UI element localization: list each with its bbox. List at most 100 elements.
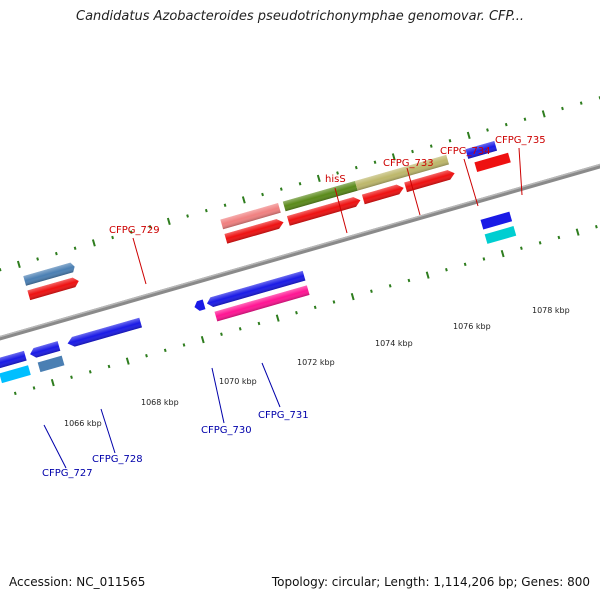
minor-tick bbox=[429, 144, 433, 148]
minor-tick bbox=[354, 165, 358, 170]
gene-label[interactable]: CFPG_729 bbox=[109, 225, 160, 236]
accession-text: Accession: NC_011565 bbox=[9, 575, 146, 589]
minor-tick bbox=[295, 311, 298, 315]
gene-label[interactable]: CFPG_727 bbox=[42, 468, 93, 479]
minor-tick bbox=[111, 235, 114, 240]
minor-tick bbox=[145, 354, 148, 358]
minor-tick bbox=[220, 332, 223, 336]
minor-tick bbox=[486, 128, 489, 132]
minor-tick bbox=[257, 321, 261, 326]
summary-text: Topology: circular; Length: 1,114,206 bp… bbox=[271, 575, 590, 589]
gene-hisS-red[interactable] bbox=[224, 217, 284, 244]
scale-label: 1072 kbp bbox=[297, 358, 335, 367]
minor-tick bbox=[261, 192, 264, 197]
scale-label: 1066 kbp bbox=[64, 419, 102, 428]
minor-tick bbox=[298, 182, 302, 186]
minor-tick bbox=[313, 305, 317, 310]
gene-CFPG_734[interactable] bbox=[354, 154, 450, 191]
map-title: Candidatus Azobacteroides pseudotrichony… bbox=[76, 9, 524, 24]
minor-tick bbox=[238, 327, 242, 331]
gene-CFPG_734-red[interactable] bbox=[361, 183, 405, 205]
minor-tick bbox=[204, 208, 208, 213]
minor-tick bbox=[107, 364, 111, 369]
upper-tick-row bbox=[0, 96, 600, 272]
major-tick bbox=[166, 217, 171, 226]
major-tick bbox=[541, 110, 546, 118]
gene-right-blue[interactable] bbox=[465, 141, 498, 159]
major-tick bbox=[200, 335, 205, 344]
minor-tick bbox=[482, 257, 486, 261]
gene-CFPG_731[interactable] bbox=[214, 285, 310, 322]
gene-hisS[interactable] bbox=[220, 203, 281, 230]
gene-CFPG_733-red[interactable] bbox=[286, 195, 362, 226]
gene-label[interactable]: CFPG_731 bbox=[258, 410, 309, 421]
minor-tick bbox=[186, 214, 189, 218]
minor-tick bbox=[70, 375, 73, 379]
gene-right-red[interactable] bbox=[474, 152, 511, 172]
gene-label[interactable]: hisS bbox=[325, 174, 346, 185]
minor-tick bbox=[370, 289, 373, 293]
minor-tick bbox=[523, 117, 527, 121]
major-tick bbox=[91, 239, 96, 247]
gene-CFPG_731-blue[interactable] bbox=[206, 270, 306, 308]
scale-label: 1070 kbp bbox=[219, 377, 257, 386]
minor-tick bbox=[88, 370, 92, 374]
major-tick bbox=[425, 271, 430, 279]
minor-tick bbox=[0, 268, 2, 272]
minor-tick bbox=[279, 187, 283, 191]
minor-tick bbox=[407, 278, 411, 283]
minor-tick bbox=[595, 225, 598, 229]
minor-tick bbox=[520, 246, 523, 250]
gene-label[interactable]: CFPG_733 bbox=[383, 158, 434, 169]
gene-CFPG_729-red[interactable] bbox=[27, 276, 80, 301]
scale-label: 1068 kbp bbox=[141, 398, 179, 407]
minor-tick bbox=[557, 235, 561, 240]
minor-tick bbox=[463, 262, 467, 267]
gene-CFPG_735-red[interactable] bbox=[404, 168, 456, 193]
minor-tick bbox=[445, 268, 448, 272]
minor-tick bbox=[411, 149, 414, 154]
gene-label[interactable]: CFPG_735 bbox=[495, 135, 546, 146]
gene-CFPG_730[interactable] bbox=[193, 299, 206, 312]
minor-tick bbox=[36, 257, 40, 261]
scale-label: 1074 kbp bbox=[375, 339, 413, 348]
major-tick bbox=[350, 292, 355, 301]
minor-tick bbox=[73, 246, 77, 250]
major-tick bbox=[500, 249, 505, 258]
minor-tick bbox=[373, 160, 377, 164]
major-tick bbox=[466, 131, 471, 140]
gene-label[interactable]: CFPG_734 bbox=[440, 146, 491, 157]
scale-label: 1078 kbp bbox=[532, 306, 570, 315]
major-tick bbox=[391, 153, 396, 161]
bottom-leader-lines bbox=[43, 362, 281, 469]
major-tick bbox=[575, 228, 580, 236]
gene-right-lower[interactable] bbox=[480, 211, 517, 244]
gene-CFPG_733[interactable] bbox=[282, 181, 358, 212]
minor-tick bbox=[538, 241, 542, 245]
minor-tick bbox=[223, 203, 227, 207]
major-tick bbox=[16, 260, 21, 269]
minor-tick bbox=[129, 230, 133, 234]
minor-tick bbox=[13, 391, 17, 396]
gene-label[interactable]: CFPG_730 bbox=[201, 425, 252, 436]
gene-label[interactable]: CFPG_728 bbox=[92, 454, 143, 465]
minor-tick bbox=[332, 300, 336, 304]
minor-tick bbox=[561, 106, 564, 111]
minor-tick bbox=[504, 122, 508, 127]
gene-CFPG_729[interactable] bbox=[23, 262, 76, 286]
gene-CFPG_727[interactable] bbox=[0, 350, 31, 384]
minor-tick bbox=[388, 284, 392, 288]
minor-tick bbox=[448, 139, 452, 143]
scale-label: 1076 kbp bbox=[453, 322, 491, 331]
minor-tick bbox=[579, 101, 583, 105]
minor-tick bbox=[54, 251, 58, 256]
top-leader-lines bbox=[132, 147, 523, 285]
major-tick bbox=[125, 357, 130, 365]
minor-tick bbox=[148, 225, 152, 229]
minor-tick bbox=[182, 343, 186, 347]
gene-CFPG_728[interactable] bbox=[66, 317, 143, 349]
gene-CFPG_727b[interactable] bbox=[29, 341, 65, 373]
lower-tick-row bbox=[13, 225, 598, 396]
major-tick bbox=[241, 196, 246, 204]
